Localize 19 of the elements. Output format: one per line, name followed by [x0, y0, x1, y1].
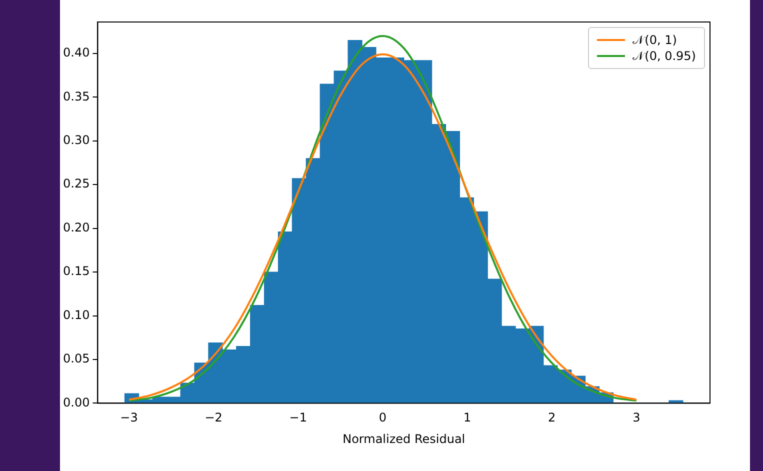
legend-label: 𝒩(0, 0.95): [632, 49, 696, 63]
y-tick-label: 0.35: [63, 89, 90, 104]
x-tick-label: 1: [463, 410, 472, 425]
y-tick-label: 0.10: [63, 308, 90, 322]
y-tick-label: 0.00: [63, 395, 90, 410]
legend-label: 𝒩(0, 1): [632, 33, 677, 47]
y-tick-label: 0.30: [63, 133, 90, 148]
y-tick-label: 0.25: [63, 176, 90, 191]
x-tick-label: −1: [289, 410, 307, 425]
x-tick-label: −2: [204, 410, 222, 425]
x-axis-title: Normalized Residual: [342, 432, 466, 446]
x-tick-label: 0: [378, 410, 387, 425]
x-tick-label: −3: [120, 410, 138, 425]
y-tick-label: 0.20: [63, 220, 90, 234]
y-tick-label: 0.40: [63, 46, 90, 60]
y-tick-label: 0.15: [63, 264, 90, 278]
x-tick-label: 3: [632, 410, 640, 425]
y-tick-label: 0.05: [63, 352, 90, 366]
x-tick-label: 2: [548, 410, 556, 425]
